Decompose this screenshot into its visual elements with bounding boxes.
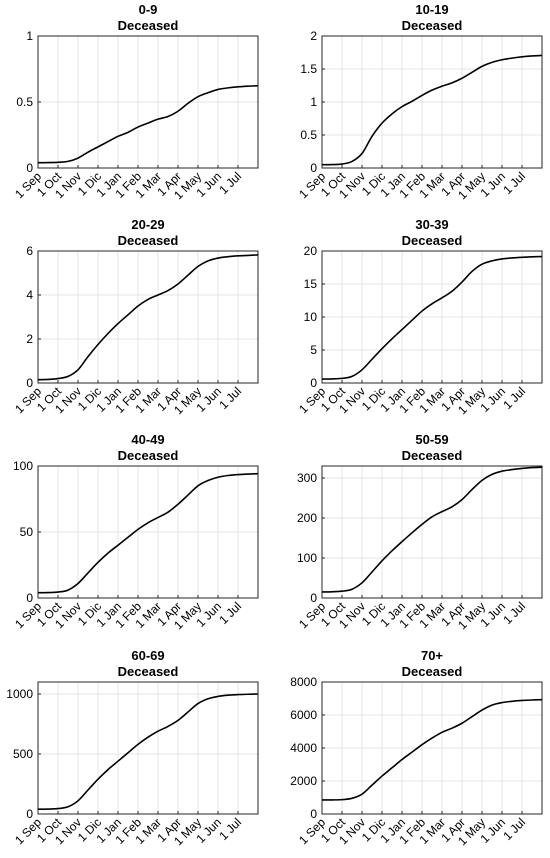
y-tick-label: 0	[310, 376, 317, 390]
y-tick-label: 1.5	[300, 62, 317, 76]
y-tick-label: 0.5	[16, 95, 33, 109]
y-tick-label: 0.5	[300, 128, 317, 142]
y-tick-label: 6000	[290, 708, 317, 722]
y-tick-label: 10	[304, 310, 318, 324]
axes-box	[321, 35, 543, 169]
axes-box	[321, 250, 543, 384]
series-line	[321, 466, 543, 593]
axes-box	[321, 681, 543, 815]
y-tick-label: 0	[310, 591, 317, 605]
y-tick-label: 50	[20, 525, 34, 539]
x-tick-label: 1 Jul	[216, 815, 244, 843]
y-tick-label: 2000	[290, 774, 317, 788]
y-tick-label: 0	[26, 161, 33, 175]
chart-title: 30-39	[415, 217, 448, 232]
x-tick-label: 1 Jul	[500, 815, 528, 843]
y-tick-label: 0	[26, 376, 33, 390]
y-tick-label: 4000	[290, 741, 317, 755]
y-tick-label: 6	[26, 244, 33, 258]
y-tick-label: 200	[297, 511, 317, 525]
chart-title: 40-49	[131, 432, 164, 447]
axes-box	[37, 681, 259, 815]
y-tick-label: 5	[310, 343, 317, 357]
axes-box	[37, 35, 259, 169]
y-tick-label: 8000	[290, 675, 317, 689]
y-tick-label: 4	[26, 288, 33, 302]
plot-area	[38, 251, 258, 383]
chart-title: 70+	[421, 648, 443, 663]
y-tick-label: 2	[26, 332, 33, 346]
series-line	[321, 54, 543, 166]
y-tick-label: 500	[13, 747, 33, 761]
chart-subtitle: Deceased	[402, 18, 463, 33]
y-tick-label: 0	[310, 807, 317, 821]
series-line	[37, 693, 259, 810]
axes-box	[37, 465, 259, 599]
y-tick-label: 100	[297, 551, 317, 565]
x-tick-label: 1 Jul	[500, 384, 528, 412]
axes-box	[321, 465, 543, 599]
series-line	[37, 472, 259, 594]
series-line	[37, 84, 259, 164]
chart-title: 0-9	[139, 2, 158, 17]
chart-title: 50-59	[415, 432, 448, 447]
axes-box	[37, 250, 259, 384]
x-tick-label: 1 Jul	[500, 169, 528, 197]
chart-subtitle: Deceased	[118, 448, 179, 463]
y-tick-label: 0	[26, 807, 33, 821]
chart-subtitle: Deceased	[402, 664, 463, 679]
series-line	[37, 254, 259, 381]
chart-subtitle: Deceased	[118, 233, 179, 248]
y-tick-label: 1	[26, 29, 33, 43]
chart-subtitle: Deceased	[118, 18, 179, 33]
plot-area	[322, 466, 542, 598]
y-tick-label: 300	[297, 471, 317, 485]
plot-area	[38, 682, 258, 814]
chart-subtitle: Deceased	[118, 664, 179, 679]
x-tick-label: 1 Jul	[500, 599, 528, 627]
chart-subtitle: Deceased	[402, 233, 463, 248]
chart-title: 60-69	[131, 648, 164, 663]
series-line	[321, 255, 543, 380]
y-tick-label: 2	[310, 29, 317, 43]
x-tick-label: 1 Jul	[216, 384, 244, 412]
chart-title: 10-19	[415, 2, 448, 17]
y-tick-label: 1	[310, 95, 317, 109]
chart-title: 20-29	[131, 217, 164, 232]
series-line	[321, 698, 543, 801]
y-tick-label: 100	[13, 459, 33, 473]
y-tick-label: 15	[304, 277, 318, 291]
y-tick-label: 20	[304, 244, 318, 258]
y-tick-label: 0	[310, 161, 317, 175]
x-tick-label: 1 Jul	[216, 599, 244, 627]
y-tick-label: 0	[26, 591, 33, 605]
y-tick-label: 1000	[6, 687, 33, 701]
chart-subtitle: Deceased	[402, 448, 463, 463]
x-tick-label: 1 Jul	[216, 169, 244, 197]
